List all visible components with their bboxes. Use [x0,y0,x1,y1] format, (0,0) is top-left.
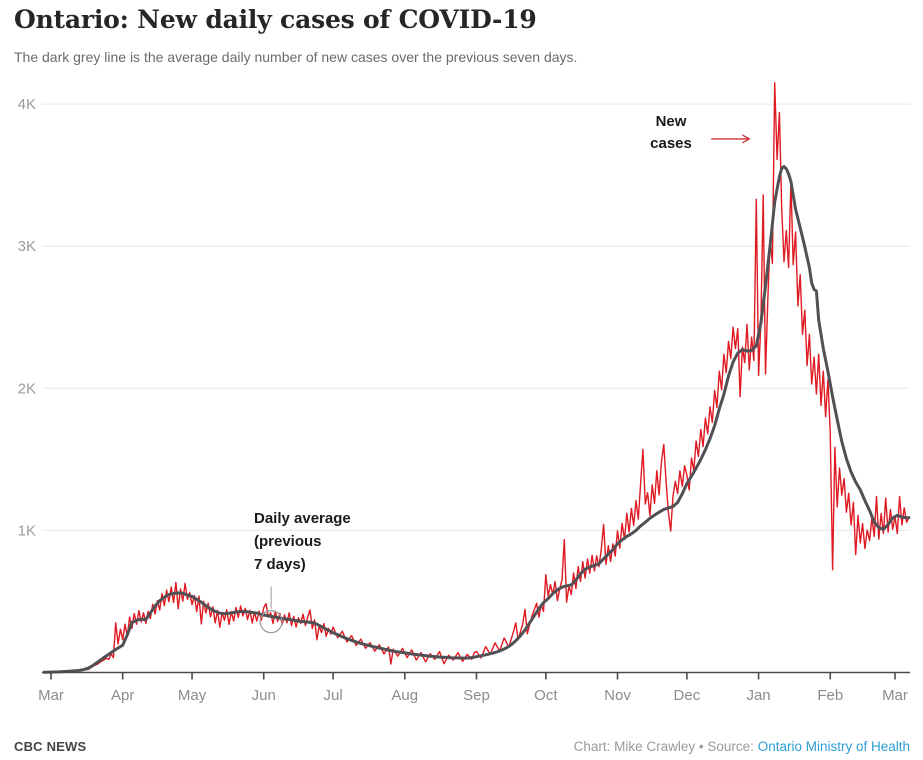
annotation-daily-average-line2: (previous [254,533,322,550]
x-axis-label-Mar: Mar [882,687,908,704]
x-axis-label-Sep: Sep [463,687,490,704]
annotation-daily-average: Daily average (previous 7 days) [254,507,394,576]
x-axis-label-Oct: Oct [534,687,558,704]
y-axis-label-4K: 4K [18,96,36,113]
new-cases-arrowhead [741,134,751,144]
daily-average-line [42,165,911,674]
y-axis-label-1K: 1K [18,522,36,539]
chart-credit: Chart: Mike Crawley • Source: Ontario Mi… [574,739,910,754]
new-cases-line [43,82,910,674]
x-axis-label-Jan: Jan [746,687,770,704]
annotation-daily-average-line1: Daily average [254,510,351,527]
x-axis-label-Nov: Nov [604,687,631,704]
x-axis-label-Jul: Jul [324,687,343,704]
source-link[interactable]: Ontario Ministry of Health [757,739,910,754]
annotation-new-cases-line1: New [655,113,687,130]
page-title: Ontario: New daily cases of COVID-19 [14,5,537,34]
y-axis-label-2K: 2K [18,380,36,397]
annotation-new-cases: New cases [611,111,731,155]
x-axis-label-Dec: Dec [674,687,701,704]
x-axis-label-May: May [178,687,207,704]
annotation-new-cases-line2: cases [650,135,692,152]
y-axis-label-3K: 3K [18,238,36,255]
x-axis-label-Jun: Jun [252,687,276,704]
annotation-daily-average-line3: 7 days) [254,556,306,573]
x-axis-label-Apr: Apr [111,687,134,704]
cbc-news-logo: CBC NEWS [14,739,87,754]
x-axis-label-Aug: Aug [391,687,418,704]
credit-text: Chart: Mike Crawley • Source: [573,739,758,754]
x-axis-label-Mar: Mar [38,687,64,704]
chart-subtitle: The dark grey line is the average daily … [14,49,578,65]
x-axis-label-Feb: Feb [817,687,843,704]
daily-average-circle [259,610,283,634]
